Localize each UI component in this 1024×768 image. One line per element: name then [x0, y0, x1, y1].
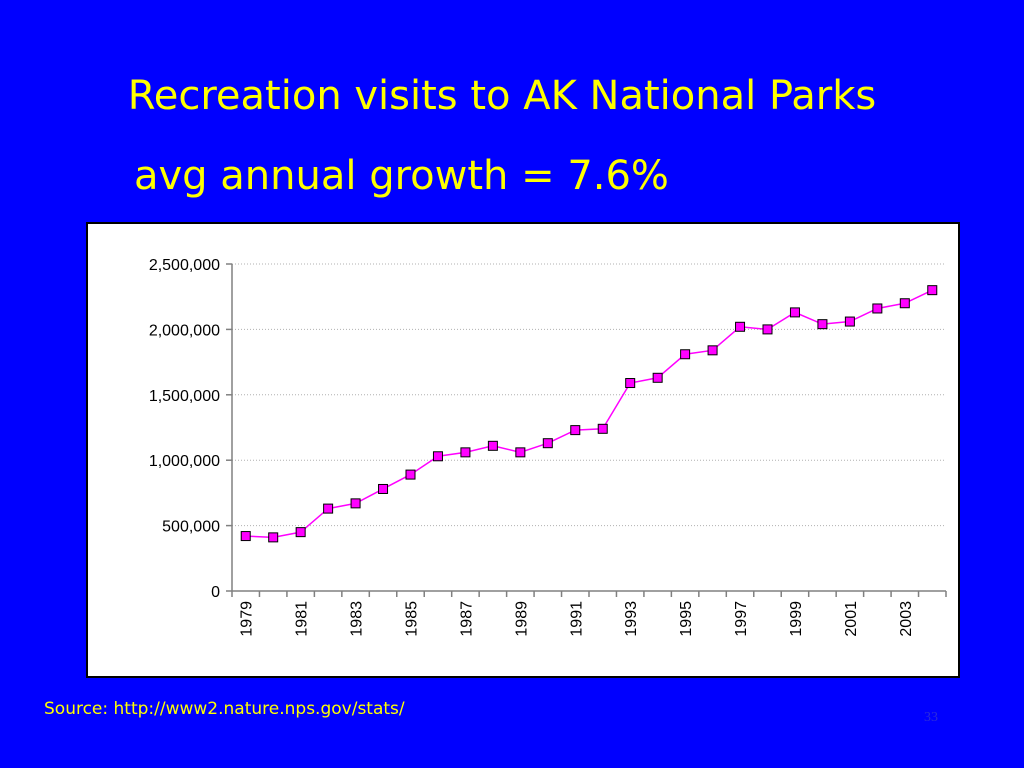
x-tick-label: 1991 — [568, 601, 585, 637]
y-tick-label: 1,000,000 — [149, 453, 220, 470]
data-point — [350, 498, 361, 509]
line-chart: 0 500,000 1,000,000 1,500,000 2,000,000 2,500… — [149, 257, 947, 637]
x-tick-label: 1979 — [239, 601, 256, 637]
x-tick-label: 1987 — [458, 601, 475, 637]
x-tick-label: 2001 — [843, 601, 860, 637]
slide-title: Recreation visits to AK National Parks — [127, 73, 877, 119]
data-point — [762, 324, 773, 335]
data-point — [460, 447, 471, 458]
y-tick-label: 2,000,000 — [149, 322, 220, 339]
data-point — [844, 316, 855, 327]
x-tick-label: 1993 — [623, 601, 640, 637]
data-point — [295, 527, 306, 538]
data-point — [872, 303, 883, 314]
data-point — [789, 307, 800, 318]
slide-number: 33 — [924, 710, 938, 725]
data-point — [240, 531, 251, 542]
y-tick-label: 500,000 — [162, 519, 220, 536]
data-point — [405, 469, 416, 480]
x-tick-label: 1995 — [678, 601, 695, 637]
x-tick-label: 1985 — [404, 601, 421, 637]
data-point — [570, 425, 581, 436]
data-point — [487, 440, 498, 451]
x-tick-label: 2003 — [898, 601, 915, 637]
data-point — [899, 298, 910, 309]
y-tick-label: 1,500,000 — [149, 388, 220, 405]
x-tick-label: 1989 — [513, 601, 530, 637]
x-tick-label: 1997 — [733, 601, 750, 637]
chart-area: 0 500,000 1,000,000 1,500,000 2,000,000 2,500… — [86, 222, 960, 678]
y-tick-label: 0 — [211, 584, 220, 601]
series-line — [245, 289, 933, 539]
data-point — [323, 503, 334, 514]
data-point — [625, 378, 636, 389]
data-point — [680, 349, 691, 360]
data-point — [735, 321, 746, 332]
data-point — [378, 483, 389, 494]
data-point — [432, 451, 443, 462]
data-point — [652, 372, 663, 383]
data-point — [597, 423, 608, 434]
slide-subtitle: avg annual growth = 7.6% — [134, 153, 669, 199]
x-tick-label: 1983 — [349, 601, 366, 637]
data-point — [515, 447, 526, 458]
data-point — [268, 532, 279, 543]
data-point — [817, 319, 828, 330]
source-citation: Source: http://www2.nature.nps.gov/stats… — [44, 699, 405, 719]
x-tick-label: 1981 — [294, 601, 311, 637]
x-tick-label: 1999 — [788, 601, 805, 637]
y-tick-label: 2,500,000 — [149, 257, 220, 274]
data-point — [927, 285, 938, 296]
data-point — [707, 345, 718, 356]
data-point — [542, 438, 553, 449]
